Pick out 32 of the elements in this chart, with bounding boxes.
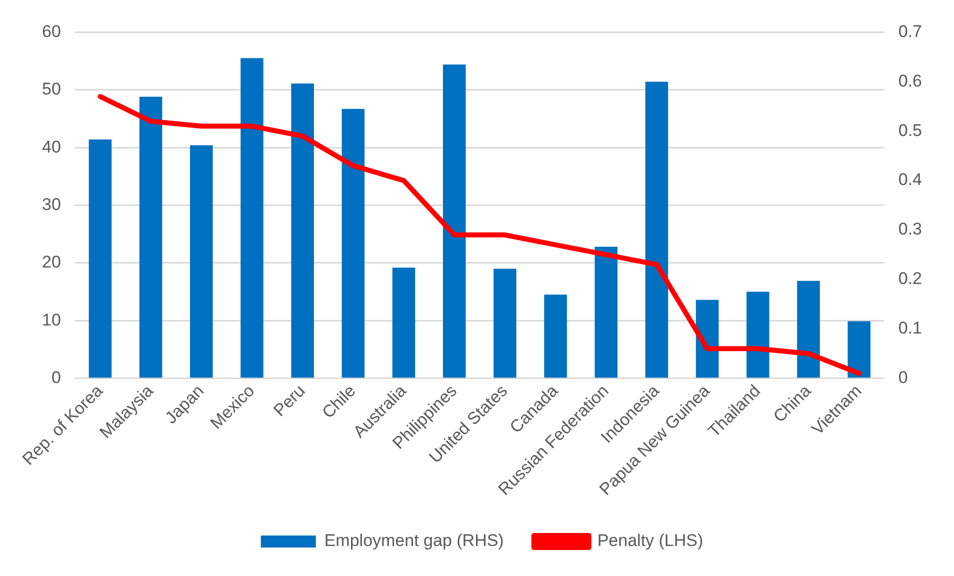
bar (190, 145, 213, 378)
bar (392, 268, 416, 378)
y-tick-label: 60 (42, 22, 61, 41)
bar (240, 58, 264, 378)
y-tick-label: 10 (42, 310, 61, 330)
y-tick-label: 0 (51, 368, 61, 388)
bar (746, 292, 770, 378)
y2-tick-label: 0 (898, 368, 908, 388)
y2-tick-label: 0.5 (898, 120, 922, 140)
y2-tick-label: 0.7 (898, 22, 922, 41)
bar (544, 294, 567, 378)
bar (88, 140, 112, 378)
y2-tick-label: 0.4 (898, 170, 922, 190)
y2-tick-label: 0.6 (898, 71, 922, 90)
bar (442, 64, 466, 378)
bar (139, 96, 162, 378)
bar (594, 246, 618, 378)
y2-tick-label: 0.1 (898, 318, 922, 338)
y-tick-label: 50 (42, 80, 61, 99)
y2-tick-label: 0.3 (898, 220, 922, 239)
bar (848, 321, 870, 378)
legend-label: Penalty (LHS) (597, 531, 704, 550)
y2-tick-label: 0.2 (898, 269, 922, 288)
y-tick-label: 20 (42, 252, 61, 272)
bar (342, 108, 365, 378)
bar (291, 84, 314, 378)
legend-label: Employment gap (RHS) (324, 531, 504, 550)
bar (494, 268, 516, 378)
y-tick-label: 30 (42, 194, 61, 214)
y-tick-label: 40 (42, 137, 61, 156)
bar (645, 82, 668, 378)
bar (797, 280, 820, 378)
